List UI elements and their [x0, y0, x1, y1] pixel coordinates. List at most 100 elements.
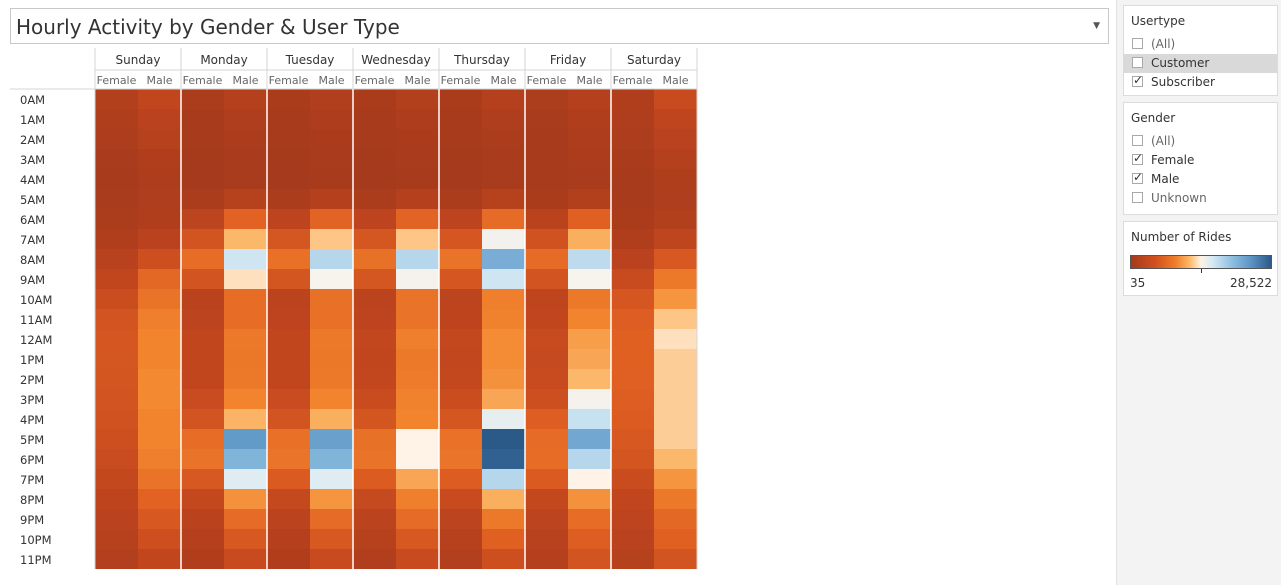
heatmap-cell[interactable] — [654, 369, 697, 389]
heatmap-cell[interactable] — [224, 389, 267, 409]
heatmap-cell[interactable] — [353, 169, 396, 189]
heatmap-cell[interactable] — [482, 369, 525, 389]
heatmap-cell[interactable] — [267, 529, 310, 549]
gender-option-unknown[interactable]: Unknown — [1124, 189, 1277, 208]
heatmap-cell[interactable] — [654, 189, 697, 209]
heatmap-cell[interactable] — [267, 489, 310, 509]
heatmap-cell[interactable] — [95, 349, 138, 369]
heatmap-cell[interactable] — [310, 229, 353, 249]
heatmap-cell[interactable] — [353, 209, 396, 229]
checkbox-icon[interactable] — [1132, 170, 1143, 184]
heatmap-cell[interactable] — [224, 549, 267, 569]
checkbox-icon[interactable] — [1132, 73, 1143, 87]
heatmap-cell[interactable] — [224, 149, 267, 169]
heatmap-cell[interactable] — [654, 229, 697, 249]
heatmap-cell[interactable] — [353, 529, 396, 549]
heatmap-cell[interactable] — [224, 449, 267, 469]
heatmap-cell[interactable] — [439, 169, 482, 189]
heatmap-cell[interactable] — [396, 169, 439, 189]
heatmap-cell[interactable] — [95, 429, 138, 449]
heatmap-cell[interactable] — [439, 249, 482, 269]
heatmap-cell[interactable] — [95, 89, 138, 109]
heatmap-cell[interactable] — [525, 249, 568, 269]
heatmap-cell[interactable] — [568, 489, 611, 509]
heatmap-cell[interactable] — [95, 489, 138, 509]
heatmap-cell[interactable] — [138, 409, 181, 429]
heatmap-cell[interactable] — [611, 309, 654, 329]
heatmap-cell[interactable] — [396, 309, 439, 329]
heatmap-cell[interactable] — [525, 109, 568, 129]
heatmap-cell[interactable] — [525, 169, 568, 189]
heatmap-cell[interactable] — [396, 349, 439, 369]
heatmap-cell[interactable] — [611, 269, 654, 289]
heatmap-cell[interactable] — [482, 129, 525, 149]
heatmap-cell[interactable] — [439, 429, 482, 449]
heatmap-cell[interactable] — [224, 89, 267, 109]
heatmap-cell[interactable] — [568, 309, 611, 329]
heatmap-cell[interactable] — [95, 469, 138, 489]
heatmap-cell[interactable] — [525, 189, 568, 209]
heatmap-cell[interactable] — [267, 149, 310, 169]
heatmap-cell[interactable] — [654, 549, 697, 569]
heatmap-cell[interactable] — [482, 389, 525, 409]
checkbox-icon[interactable] — [1132, 135, 1143, 146]
heatmap-cell[interactable] — [310, 309, 353, 329]
heatmap-cell[interactable] — [525, 429, 568, 449]
heatmap-cell[interactable] — [482, 89, 525, 109]
heatmap-cell[interactable] — [181, 189, 224, 209]
heatmap-cell[interactable] — [353, 489, 396, 509]
heatmap-cell[interactable] — [224, 289, 267, 309]
heatmap-cell[interactable] — [310, 449, 353, 469]
heatmap-cell[interactable] — [525, 149, 568, 169]
heatmap-cell[interactable] — [439, 389, 482, 409]
heatmap-cell[interactable] — [525, 229, 568, 249]
heatmap-cell[interactable] — [568, 269, 611, 289]
heatmap-cell[interactable] — [568, 329, 611, 349]
heatmap-cell[interactable] — [611, 529, 654, 549]
heatmap-cell[interactable] — [353, 269, 396, 289]
heatmap-cell[interactable] — [138, 269, 181, 289]
heatmap-cell[interactable] — [224, 189, 267, 209]
checkbox-icon[interactable] — [1132, 38, 1143, 49]
heatmap-cell[interactable] — [439, 89, 482, 109]
heatmap-cell[interactable] — [568, 369, 611, 389]
heatmap-cell[interactable] — [482, 529, 525, 549]
heatmap-cell[interactable] — [138, 309, 181, 329]
heatmap-cell[interactable] — [181, 429, 224, 449]
heatmap-cell[interactable] — [482, 109, 525, 129]
heatmap-cell[interactable] — [267, 169, 310, 189]
heatmap-cell[interactable] — [396, 409, 439, 429]
title-bar[interactable]: Hourly Activity by Gender & User Type ▼ — [10, 8, 1109, 44]
heatmap-cell[interactable] — [611, 169, 654, 189]
heatmap-cell[interactable] — [181, 229, 224, 249]
heatmap-cell[interactable] — [95, 109, 138, 129]
checkbox-icon[interactable] — [1132, 192, 1143, 203]
heatmap-cell[interactable] — [267, 449, 310, 469]
heatmap-cell[interactable] — [224, 509, 267, 529]
heatmap-cell[interactable] — [310, 329, 353, 349]
heatmap-cell[interactable] — [353, 349, 396, 369]
heatmap-cell[interactable] — [138, 429, 181, 449]
heatmap-cell[interactable] — [396, 329, 439, 349]
heatmap-cell[interactable] — [267, 209, 310, 229]
heatmap-cell[interactable] — [439, 469, 482, 489]
heatmap-cell[interactable] — [396, 509, 439, 529]
heatmap-cell[interactable] — [439, 229, 482, 249]
heatmap-cell[interactable] — [353, 229, 396, 249]
heatmap-cell[interactable] — [267, 469, 310, 489]
heatmap-cell[interactable] — [353, 189, 396, 209]
heatmap-cell[interactable] — [482, 489, 525, 509]
heatmap-cell[interactable] — [439, 549, 482, 569]
heatmap-cell[interactable] — [654, 329, 697, 349]
heatmap-cell[interactable] — [224, 489, 267, 509]
heatmap-cell[interactable] — [138, 229, 181, 249]
heatmap-cell[interactable] — [138, 329, 181, 349]
heatmap-cell[interactable] — [482, 229, 525, 249]
heatmap-cell[interactable] — [267, 429, 310, 449]
heatmap-cell[interactable] — [439, 269, 482, 289]
heatmap-cell[interactable] — [439, 149, 482, 169]
heatmap-cell[interactable] — [95, 149, 138, 169]
heatmap-cell[interactable] — [482, 509, 525, 529]
heatmap-cell[interactable] — [439, 449, 482, 469]
heatmap-cell[interactable] — [310, 169, 353, 189]
